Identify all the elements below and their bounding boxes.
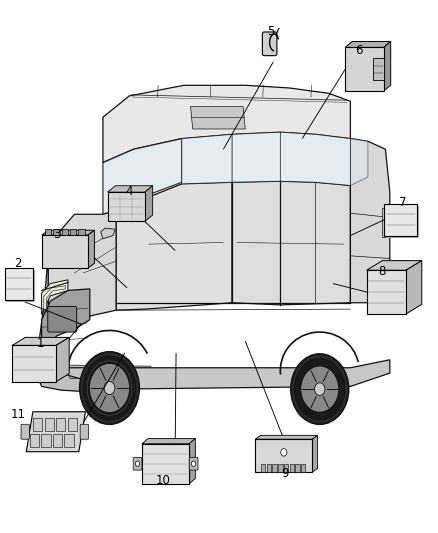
Polygon shape — [232, 132, 280, 182]
FancyBboxPatch shape — [70, 230, 76, 235]
Text: 4: 4 — [125, 185, 133, 198]
FancyBboxPatch shape — [21, 424, 29, 439]
FancyBboxPatch shape — [67, 418, 77, 432]
FancyBboxPatch shape — [367, 270, 406, 314]
Polygon shape — [116, 182, 232, 310]
Polygon shape — [384, 42, 391, 91]
FancyBboxPatch shape — [80, 424, 88, 439]
FancyBboxPatch shape — [345, 47, 384, 91]
Circle shape — [104, 382, 115, 394]
FancyBboxPatch shape — [301, 464, 305, 472]
Text: 10: 10 — [155, 474, 170, 487]
Circle shape — [89, 364, 130, 413]
FancyBboxPatch shape — [386, 206, 419, 238]
Circle shape — [191, 461, 196, 466]
FancyBboxPatch shape — [284, 464, 288, 472]
Polygon shape — [88, 230, 95, 268]
Text: 7: 7 — [399, 196, 407, 209]
FancyBboxPatch shape — [142, 443, 189, 484]
FancyBboxPatch shape — [278, 464, 283, 472]
Polygon shape — [406, 261, 422, 314]
Polygon shape — [367, 261, 422, 270]
FancyBboxPatch shape — [12, 345, 56, 382]
Polygon shape — [350, 139, 368, 185]
FancyBboxPatch shape — [61, 230, 68, 235]
FancyBboxPatch shape — [295, 464, 300, 472]
FancyBboxPatch shape — [267, 464, 271, 472]
Polygon shape — [232, 181, 350, 305]
FancyBboxPatch shape — [30, 434, 39, 448]
Circle shape — [281, 449, 287, 456]
FancyBboxPatch shape — [64, 434, 74, 448]
Polygon shape — [26, 411, 85, 452]
Text: 5: 5 — [267, 26, 274, 38]
Circle shape — [300, 366, 339, 413]
Text: 1: 1 — [37, 337, 45, 350]
Polygon shape — [312, 435, 318, 472]
Polygon shape — [350, 139, 390, 303]
Polygon shape — [39, 338, 116, 392]
FancyBboxPatch shape — [33, 418, 42, 432]
Polygon shape — [189, 439, 195, 484]
Polygon shape — [42, 280, 68, 314]
Text: 11: 11 — [11, 408, 26, 421]
Polygon shape — [107, 185, 152, 192]
Text: 6: 6 — [355, 44, 363, 57]
FancyBboxPatch shape — [45, 230, 52, 235]
FancyBboxPatch shape — [53, 434, 62, 448]
Text: 9: 9 — [281, 467, 289, 480]
Polygon shape — [42, 230, 95, 235]
FancyBboxPatch shape — [4, 268, 33, 300]
Polygon shape — [42, 289, 90, 352]
Polygon shape — [56, 337, 69, 382]
Polygon shape — [44, 286, 66, 312]
FancyBboxPatch shape — [107, 192, 145, 222]
Polygon shape — [103, 139, 182, 214]
Circle shape — [135, 461, 140, 466]
Circle shape — [80, 352, 139, 424]
FancyBboxPatch shape — [255, 439, 312, 472]
FancyBboxPatch shape — [53, 230, 60, 235]
FancyBboxPatch shape — [382, 208, 390, 237]
FancyBboxPatch shape — [78, 230, 85, 235]
Polygon shape — [280, 132, 350, 185]
Circle shape — [83, 356, 136, 420]
FancyBboxPatch shape — [45, 418, 54, 432]
Polygon shape — [12, 337, 69, 345]
Circle shape — [295, 359, 345, 419]
Polygon shape — [142, 439, 195, 443]
FancyBboxPatch shape — [262, 32, 277, 55]
Polygon shape — [182, 134, 232, 184]
Text: 2: 2 — [14, 257, 21, 270]
Polygon shape — [39, 256, 48, 352]
Polygon shape — [101, 228, 115, 239]
Polygon shape — [255, 435, 318, 439]
FancyBboxPatch shape — [41, 434, 50, 448]
FancyBboxPatch shape — [6, 270, 35, 302]
Circle shape — [314, 383, 325, 395]
FancyBboxPatch shape — [272, 464, 277, 472]
FancyBboxPatch shape — [261, 464, 265, 472]
Polygon shape — [68, 360, 390, 389]
FancyBboxPatch shape — [48, 306, 77, 332]
FancyBboxPatch shape — [290, 464, 294, 472]
Polygon shape — [103, 85, 350, 163]
Polygon shape — [345, 42, 391, 47]
FancyBboxPatch shape — [56, 418, 65, 432]
Text: 3: 3 — [53, 228, 60, 241]
Polygon shape — [48, 210, 116, 333]
FancyBboxPatch shape — [42, 235, 88, 268]
Circle shape — [291, 354, 349, 424]
Polygon shape — [68, 365, 151, 378]
FancyBboxPatch shape — [373, 59, 384, 80]
Text: 8: 8 — [378, 265, 385, 278]
Polygon shape — [145, 185, 152, 222]
FancyBboxPatch shape — [133, 457, 142, 470]
FancyBboxPatch shape — [189, 457, 198, 470]
FancyBboxPatch shape — [385, 204, 417, 236]
Polygon shape — [191, 107, 245, 129]
